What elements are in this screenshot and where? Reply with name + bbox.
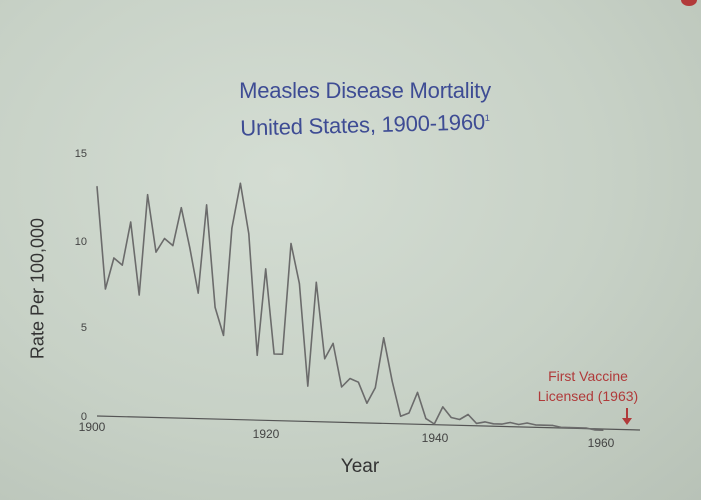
data-point bbox=[391, 380, 393, 382]
data-point bbox=[307, 385, 309, 387]
data-point bbox=[484, 421, 486, 423]
data-point bbox=[104, 288, 106, 290]
y-tick-label: 0 bbox=[81, 411, 87, 423]
data-point bbox=[383, 337, 385, 339]
data-point bbox=[298, 283, 300, 285]
data-point bbox=[138, 294, 140, 296]
data-point bbox=[501, 423, 503, 425]
data-point bbox=[113, 257, 115, 259]
data-point bbox=[180, 207, 182, 209]
data-point bbox=[602, 429, 604, 431]
data-point bbox=[450, 416, 452, 419]
vaccine-annotation-line1: First Vaccine bbox=[548, 368, 628, 384]
data-point bbox=[172, 245, 174, 247]
data-point bbox=[467, 413, 469, 416]
data-point bbox=[256, 354, 258, 356]
data-point bbox=[357, 381, 359, 383]
data-point bbox=[315, 281, 317, 283]
data-point bbox=[534, 424, 537, 426]
data-point bbox=[568, 426, 570, 429]
data-point bbox=[459, 418, 461, 421]
chart-title: Measles Disease Mortality United States,… bbox=[180, 76, 550, 141]
data-point bbox=[543, 424, 545, 426]
data-point bbox=[492, 423, 494, 425]
data-point bbox=[197, 292, 199, 294]
data-point bbox=[341, 386, 343, 388]
data-point bbox=[96, 185, 98, 188]
data-point bbox=[577, 427, 579, 429]
data-point bbox=[147, 194, 149, 196]
data-point bbox=[416, 391, 419, 393]
data-point bbox=[324, 358, 326, 360]
y-tick-label: 15 bbox=[75, 148, 87, 160]
data-point bbox=[408, 412, 410, 414]
data-point bbox=[214, 306, 216, 308]
data-point bbox=[374, 387, 376, 389]
x-tick-label: 1900 bbox=[79, 420, 106, 434]
x-tick-label: 1920 bbox=[253, 427, 280, 441]
data-point bbox=[281, 353, 284, 355]
data-point bbox=[189, 247, 191, 249]
data-point bbox=[594, 429, 596, 431]
y-tick-label: 5 bbox=[81, 322, 87, 334]
annotation-arrow-head bbox=[622, 418, 632, 425]
data-point bbox=[332, 342, 334, 344]
data-point bbox=[475, 422, 478, 424]
corner-red-dot bbox=[681, 0, 697, 6]
data-point bbox=[155, 251, 157, 253]
data-point bbox=[366, 402, 368, 404]
data-point bbox=[222, 334, 225, 336]
data-point bbox=[526, 422, 528, 424]
series-line bbox=[96, 182, 604, 431]
data-point bbox=[425, 418, 427, 420]
data-point bbox=[433, 423, 435, 425]
data-point bbox=[290, 242, 292, 245]
annotation-layer bbox=[622, 408, 632, 425]
data-point bbox=[248, 233, 250, 235]
data-point bbox=[163, 237, 166, 240]
x-axis-label: Year bbox=[340, 456, 380, 477]
data-point bbox=[442, 406, 444, 408]
y-tick-label: 10 bbox=[75, 236, 87, 248]
x-tick-label: 1940 bbox=[422, 431, 449, 445]
data-point bbox=[273, 353, 275, 355]
data-point bbox=[509, 421, 511, 424]
data-point bbox=[349, 377, 351, 380]
data-point bbox=[560, 426, 562, 428]
chart-title-line1: Measles Disease Mortality bbox=[239, 78, 491, 103]
x-tick-label: 1960 bbox=[588, 436, 615, 450]
series-layer bbox=[96, 182, 604, 431]
data-point bbox=[130, 221, 132, 223]
axis-layer bbox=[96, 415, 641, 431]
data-point bbox=[231, 227, 233, 229]
data-point bbox=[551, 424, 554, 426]
data-point bbox=[518, 423, 520, 426]
tick-layer: 0 5 10 15 1900 1920 1940 1960 bbox=[75, 148, 615, 450]
data-point bbox=[265, 268, 267, 270]
data-point bbox=[585, 427, 587, 429]
data-point bbox=[206, 204, 208, 206]
vaccine-annotation: First Vaccine Licensed (1963) bbox=[528, 366, 648, 406]
x-axis-line bbox=[96, 415, 641, 431]
data-point bbox=[121, 264, 123, 266]
data-point bbox=[400, 415, 402, 417]
data-point bbox=[239, 182, 241, 184]
vaccine-annotation-line2: Licensed (1963) bbox=[537, 388, 639, 404]
